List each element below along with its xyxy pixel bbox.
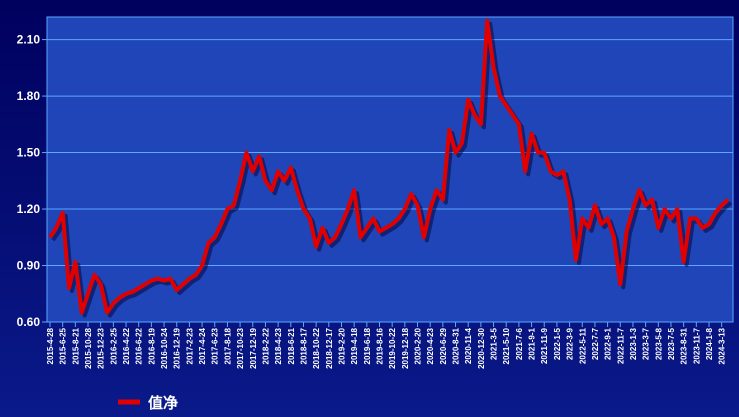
x-tick-label: 2018-4-23	[274, 327, 283, 364]
x-tick-label: 2015-10-28	[84, 327, 93, 368]
x-tick-label: 2019-6-18	[363, 327, 372, 364]
x-tick-label: 2023-5-8	[654, 327, 663, 360]
x-tick-label: 2016-2-25	[109, 327, 118, 364]
x-tick-label: 2020-2-20	[414, 327, 423, 364]
x-tick-label: 2021-11-9	[540, 327, 549, 364]
x-tick-label: 2022-11-7	[616, 327, 625, 364]
x-tick-label: 2016-12-19	[173, 327, 182, 368]
x-tick-label: 2022-7-7	[591, 327, 600, 360]
line-shadow	[51, 21, 733, 318]
y-tick-label: 0.60	[17, 315, 41, 329]
series-line	[48, 18, 730, 315]
y-tick-label: 1.80	[17, 89, 41, 103]
x-tick-label: 2023-7-5	[667, 327, 676, 360]
x-tick-label: 2016-6-22	[135, 327, 144, 364]
y-tick-label: 1.20	[17, 202, 41, 216]
plot-area	[46, 16, 734, 323]
x-tick-label: 2024-3-13	[718, 327, 727, 364]
x-tick-label: 2015-12-23	[97, 327, 106, 368]
x-tick-label: 2021-5-10	[502, 327, 511, 364]
x-tick-label: 2018-2-22	[261, 327, 270, 364]
x-tick-label: 2015-8-21	[71, 327, 80, 364]
x-tick-label: 2017-12-19	[249, 327, 258, 368]
x-tick-label: 2016-4-22	[122, 327, 131, 364]
x-tick-label: 2021-7-6	[515, 327, 524, 360]
x-tick-label: 2019-12-18	[401, 327, 410, 368]
x-tick-label: 2021-3-5	[490, 327, 499, 360]
x-tick-label: 2023-3-7	[642, 327, 651, 360]
y-tick-label: 2.10	[17, 33, 41, 47]
x-tick-label: 2017-2-23	[185, 327, 194, 364]
y-tick-label: 0.90	[17, 259, 41, 273]
x-tick-label: 2020-8-31	[452, 327, 461, 364]
x-tick-label: 2019-8-16	[375, 327, 384, 364]
x-tick-label: 2022-1-5	[553, 327, 562, 360]
x-tick-label: 2022-9-1	[604, 327, 613, 360]
x-tick-label: 2017-4-24	[198, 327, 207, 364]
x-tick-label: 2019-4-18	[350, 327, 359, 364]
x-tick-label: 2019-10-22	[388, 327, 397, 368]
y-tick-label: 1.50	[17, 146, 41, 160]
x-tick-label: 2023-1-3	[629, 327, 638, 360]
x-tick-label: 2023-8-31	[680, 327, 689, 364]
x-tick-label: 2015-4-28	[46, 327, 55, 364]
x-tick-label: 2019-2-20	[337, 327, 346, 364]
x-tick-label: 2017-8-18	[223, 327, 232, 364]
x-tick-label: 2022-5-11	[578, 327, 587, 364]
x-tick-label: 2015-6-25	[59, 327, 68, 364]
x-tick-label: 2017-10-23	[236, 327, 245, 368]
x-tick-label: 2020-11-4	[464, 327, 473, 364]
x-tick-label: 2016-8-19	[147, 327, 156, 364]
x-tick-label: 2018-8-17	[299, 327, 308, 364]
x-tick-label: 2020-12-30	[477, 327, 486, 368]
x-tick-label: 2020-4-23	[426, 327, 435, 364]
x-tick-label: 2018-12-17	[325, 327, 334, 368]
x-tick-label: 2023-11-7	[692, 327, 701, 364]
x-tick-label: 2016-10-24	[160, 327, 169, 368]
x-tick-label: 2018-6-21	[287, 327, 296, 364]
legend-label: 值净	[148, 394, 178, 412]
x-tick-label: 2021-9-1	[528, 327, 537, 360]
x-tick-label: 2018-10-22	[312, 327, 321, 368]
x-tick-label: 2020-6-29	[439, 327, 448, 364]
x-tick-label: 2024-1-8	[705, 327, 714, 360]
x-tick-label: 2017-6-23	[211, 327, 220, 364]
x-tick-label: 2022-3-9	[566, 327, 575, 360]
